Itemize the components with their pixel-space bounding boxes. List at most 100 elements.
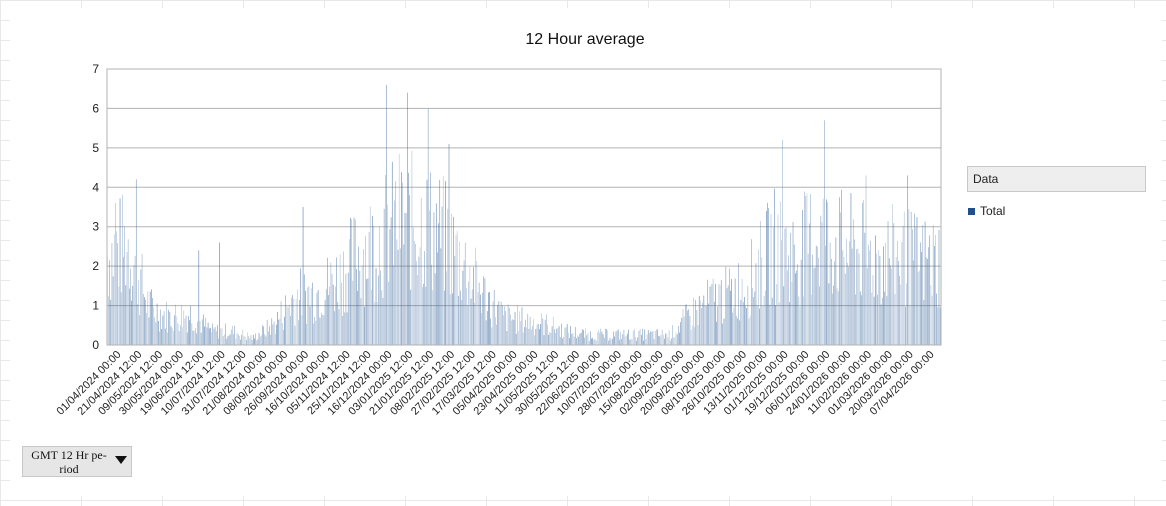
bar	[521, 307, 523, 345]
bar	[375, 268, 377, 345]
bar	[262, 325, 263, 345]
bar	[120, 292, 122, 345]
bar	[126, 252, 128, 345]
bar	[419, 247, 421, 345]
bar	[705, 305, 707, 345]
dropdown-arrow-icon[interactable]	[115, 456, 127, 464]
bar	[410, 289, 412, 345]
bar	[840, 212, 841, 345]
bar	[718, 284, 720, 345]
bar	[690, 329, 692, 345]
bar	[770, 214, 772, 345]
bar	[393, 265, 394, 345]
bar	[805, 196, 807, 345]
plot-area-border	[106, 68, 942, 346]
bar	[300, 268, 302, 345]
bar	[314, 316, 315, 345]
bar	[793, 244, 795, 345]
legend-title: Data	[967, 166, 1146, 192]
bar	[524, 326, 525, 345]
bar	[219, 242, 220, 345]
bar	[751, 239, 752, 345]
bar	[605, 328, 606, 345]
bar	[894, 294, 896, 345]
bar	[740, 299, 742, 345]
bar	[752, 287, 753, 345]
bar	[807, 253, 809, 345]
chart-area[interactable]: 12 Hour average 0 1 2 3 4 5 6 7 01/04/2024 00:0…	[10, 8, 1162, 496]
bar	[566, 323, 568, 345]
bar	[798, 296, 800, 345]
bar	[276, 324, 277, 345]
bar	[261, 335, 262, 345]
bar	[872, 275, 874, 345]
bar	[434, 273, 436, 345]
bar	[652, 331, 654, 345]
bar	[298, 320, 299, 345]
bar	[595, 340, 597, 345]
bar	[441, 206, 443, 345]
bar	[848, 266, 849, 345]
bar	[552, 316, 554, 345]
bar	[129, 288, 130, 345]
bar	[336, 257, 337, 345]
bar	[576, 338, 577, 345]
bar	[617, 329, 619, 345]
bar	[924, 221, 926, 345]
bar	[485, 320, 487, 345]
bar	[221, 328, 223, 345]
bar	[498, 301, 500, 345]
bar	[817, 246, 818, 345]
bar	[201, 319, 203, 345]
bar	[389, 229, 391, 345]
bar	[449, 294, 451, 345]
bar	[518, 331, 519, 345]
bar	[612, 338, 613, 345]
bar	[525, 319, 526, 345]
bar	[408, 172, 409, 345]
bar	[345, 273, 347, 345]
bar	[182, 327, 183, 345]
bar	[467, 304, 468, 345]
bar	[503, 315, 504, 345]
bar	[674, 336, 676, 345]
bar	[466, 287, 467, 345]
bar	[760, 221, 761, 345]
bar	[317, 289, 319, 345]
bar	[660, 334, 662, 345]
bar	[593, 339, 595, 345]
bar	[147, 291, 149, 345]
bar	[426, 179, 428, 345]
bar	[892, 203, 893, 345]
bar	[679, 332, 680, 345]
bar	[861, 295, 862, 345]
bar	[587, 332, 589, 345]
bar	[179, 325, 181, 345]
bar	[445, 181, 446, 345]
bar	[693, 297, 694, 345]
bar	[753, 297, 754, 345]
bar	[833, 285, 834, 345]
bar	[649, 333, 650, 345]
y-tick-label: 2	[92, 259, 99, 273]
bar	[811, 294, 812, 345]
bar	[673, 337, 675, 345]
bar	[668, 330, 670, 345]
bar	[230, 329, 232, 345]
bar	[856, 249, 858, 345]
bar	[776, 284, 778, 345]
bar	[583, 330, 584, 345]
bar	[678, 325, 679, 345]
field-filter-button[interactable]: GMT 12 Hr pe-riod	[22, 446, 132, 477]
bar	[452, 293, 453, 345]
bar	[153, 307, 154, 345]
bar	[830, 259, 832, 345]
bar	[637, 337, 639, 345]
bar	[424, 251, 425, 345]
bar	[112, 276, 114, 345]
y-axis-ticks: 0 1 2 3 4 5 6 7	[92, 62, 99, 352]
bar	[905, 306, 906, 345]
bar	[852, 219, 854, 345]
bar	[274, 333, 276, 345]
bar	[762, 306, 764, 345]
